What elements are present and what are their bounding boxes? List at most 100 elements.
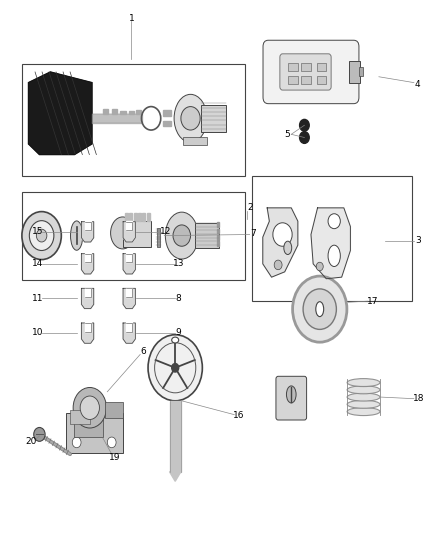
Circle shape: [22, 212, 61, 260]
Bar: [217, 235, 219, 240]
Ellipse shape: [174, 94, 207, 142]
Ellipse shape: [347, 393, 380, 401]
Bar: [201, 105, 226, 132]
Ellipse shape: [316, 302, 324, 317]
Text: 11: 11: [32, 294, 43, 303]
Text: 14: 14: [32, 260, 43, 268]
Text: 6: 6: [141, 347, 147, 356]
Bar: [163, 110, 171, 116]
Circle shape: [172, 364, 179, 372]
FancyBboxPatch shape: [66, 413, 123, 453]
Bar: [147, 213, 150, 221]
Circle shape: [274, 260, 282, 270]
Bar: [317, 63, 326, 71]
Bar: [217, 229, 219, 233]
Text: 13: 13: [173, 260, 184, 268]
Polygon shape: [28, 72, 92, 155]
Bar: [142, 213, 145, 221]
Ellipse shape: [165, 212, 198, 259]
Bar: [288, 63, 298, 71]
Text: 2: 2: [248, 203, 253, 212]
FancyBboxPatch shape: [263, 41, 359, 103]
Circle shape: [273, 223, 292, 246]
Polygon shape: [81, 222, 94, 242]
Circle shape: [300, 119, 309, 131]
Bar: [105, 402, 123, 418]
Ellipse shape: [286, 386, 296, 403]
Bar: [217, 241, 219, 246]
Circle shape: [73, 387, 106, 428]
Bar: [112, 111, 117, 114]
Ellipse shape: [328, 245, 340, 266]
Polygon shape: [81, 288, 94, 309]
Text: 17: 17: [367, 297, 378, 305]
Ellipse shape: [284, 241, 292, 255]
FancyBboxPatch shape: [280, 54, 331, 90]
Bar: [134, 213, 137, 221]
Polygon shape: [85, 322, 91, 332]
Text: 5: 5: [284, 130, 290, 139]
Text: 1: 1: [128, 14, 134, 23]
Bar: [138, 213, 141, 221]
Text: 7: 7: [250, 230, 256, 238]
Bar: [288, 76, 298, 84]
Polygon shape: [85, 221, 91, 230]
Polygon shape: [85, 288, 91, 297]
Bar: [217, 222, 219, 227]
Text: 10: 10: [32, 328, 43, 337]
Bar: [92, 114, 142, 123]
Circle shape: [107, 437, 116, 448]
Bar: [70, 410, 90, 424]
Bar: [120, 110, 126, 114]
Bar: [170, 401, 181, 472]
Text: 18: 18: [413, 394, 424, 403]
Ellipse shape: [172, 337, 179, 343]
Ellipse shape: [347, 408, 380, 416]
Text: 15: 15: [32, 228, 43, 236]
Bar: [22, 192, 245, 280]
Bar: [359, 67, 363, 76]
Circle shape: [328, 214, 340, 229]
Circle shape: [148, 335, 202, 401]
Ellipse shape: [347, 386, 380, 394]
Text: 4: 4: [415, 80, 420, 88]
Bar: [22, 64, 245, 176]
Polygon shape: [81, 254, 94, 274]
Circle shape: [300, 132, 309, 143]
Text: 19: 19: [109, 454, 120, 462]
Circle shape: [80, 396, 99, 419]
Bar: [136, 110, 141, 114]
Text: 9: 9: [176, 328, 182, 337]
Circle shape: [29, 221, 54, 251]
Text: 12: 12: [160, 228, 171, 236]
Circle shape: [293, 276, 347, 342]
Polygon shape: [126, 253, 132, 262]
Polygon shape: [126, 288, 132, 297]
Polygon shape: [170, 472, 181, 481]
Polygon shape: [85, 253, 91, 262]
Polygon shape: [123, 323, 135, 343]
Text: 16: 16: [233, 411, 244, 420]
Polygon shape: [123, 288, 135, 309]
Bar: [252, 176, 412, 301]
Bar: [129, 213, 132, 221]
Bar: [129, 111, 134, 114]
Circle shape: [181, 107, 200, 130]
Bar: [301, 63, 311, 71]
Circle shape: [173, 225, 191, 246]
Bar: [350, 61, 360, 83]
Polygon shape: [126, 322, 132, 332]
Text: 3: 3: [415, 237, 421, 245]
Bar: [157, 228, 160, 247]
Bar: [183, 137, 207, 145]
Bar: [103, 111, 108, 114]
Bar: [163, 121, 171, 126]
Polygon shape: [123, 254, 135, 274]
Polygon shape: [126, 221, 132, 230]
Polygon shape: [123, 222, 135, 242]
FancyBboxPatch shape: [276, 376, 307, 420]
Circle shape: [316, 262, 323, 271]
Polygon shape: [81, 323, 94, 343]
Ellipse shape: [347, 378, 380, 386]
Polygon shape: [263, 208, 298, 277]
